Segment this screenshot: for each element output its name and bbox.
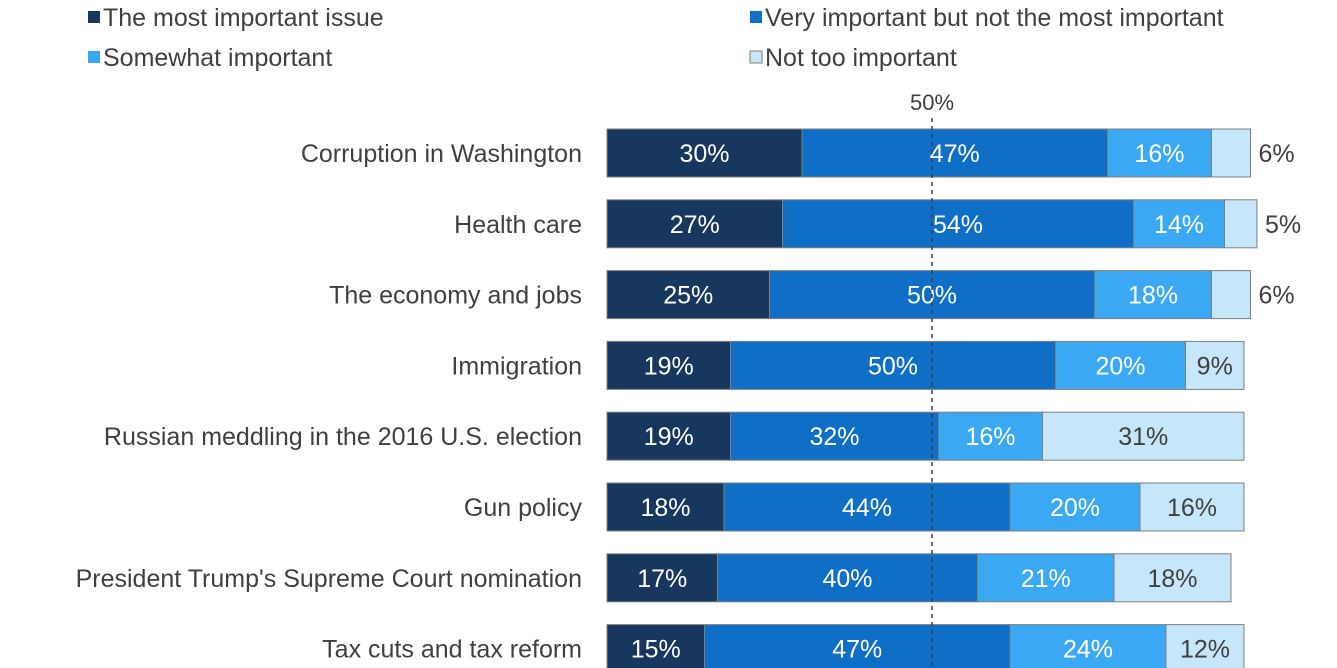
value-label: 50% (868, 352, 918, 380)
bar-segment-the-most-important-issue (606, 199, 783, 249)
legend-swatch (749, 50, 763, 64)
reference-line-group: 50% (910, 90, 954, 668)
value-label: 47% (832, 636, 882, 664)
bar-segment-the-most-important-issue (606, 270, 770, 320)
value-label: 18% (640, 494, 690, 522)
category-label: Tax cuts and tax reform (322, 636, 582, 664)
bar-segment-the-most-important-issue (606, 553, 718, 603)
category-label: Corruption in Washington (301, 140, 582, 168)
category-labels: Corruption in Washington Health care The e… (76, 140, 583, 664)
value-label: 14% (1154, 211, 1204, 239)
value-label: 24% (1063, 636, 1113, 664)
bar-row-president-trump-s-supreme-court-nomination (606, 553, 1232, 603)
reference-line-label: 50% (910, 90, 954, 115)
bar-segment-somewhat-important (938, 411, 1043, 461)
bar-segment-very-important-but-not-the-most-important (782, 199, 1134, 249)
bar-segment-the-most-important-issue (606, 482, 725, 532)
value-label: 6% (1259, 282, 1295, 310)
bar-segment-not-too-important (1185, 340, 1245, 390)
legend: The most important issue Very important b… (88, 4, 1224, 72)
value-label: 31% (1118, 423, 1168, 451)
bar-segment-somewhat-important (1009, 482, 1141, 532)
value-label: 20% (1095, 352, 1145, 380)
bar-segment-not-too-important (1211, 270, 1251, 320)
bar-segment-not-too-important (1139, 482, 1245, 532)
legend-label: Not too important (765, 44, 957, 72)
bar-segment-very-important-but-not-the-most-important (723, 482, 1011, 532)
value-label: 18% (1128, 282, 1178, 310)
value-label: 5% (1265, 211, 1301, 239)
value-label: 25% (663, 282, 713, 310)
legend-item-the-most-important-issue: The most important issue (88, 4, 384, 32)
category-label: Immigration (451, 352, 582, 380)
legend-swatch (88, 11, 100, 23)
bar-segment-the-most-important-issue (606, 340, 731, 390)
value-label: 32% (809, 423, 859, 451)
legend-label: The most important issue (103, 4, 384, 32)
bar-row-health-care (606, 199, 1258, 249)
bar-row-tax-cuts-and-tax-reform (606, 624, 1245, 668)
bars (606, 128, 1258, 668)
value-label: 18% (1147, 565, 1197, 593)
value-label: 30% (679, 140, 729, 168)
bar-segment-very-important-but-not-the-most-important (730, 411, 939, 461)
bar-segment-somewhat-important (1009, 624, 1167, 668)
value-label: 20% (1050, 494, 1100, 522)
value-label: 47% (930, 140, 980, 168)
value-labels: 30% 47% 16% 6%27% 54% 14% 5%25% 50% 18% 6%19% 50% 2… (631, 140, 1301, 664)
category-label: President Trump's Supreme Court nominati… (76, 565, 582, 593)
bar-row-corruption-in-washington (606, 128, 1251, 178)
bar-segment-somewhat-important (1107, 128, 1212, 178)
legend-label: Very important but not the most importan… (765, 4, 1224, 32)
bar-row-russian-meddling-in-the-2016-u-s-election (606, 411, 1245, 461)
value-label: 27% (670, 211, 720, 239)
value-label: 16% (1134, 140, 1184, 168)
bar-segment-the-most-important-issue (606, 411, 731, 461)
bar-segment-very-important-but-not-the-most-important (704, 624, 1011, 668)
value-label: 19% (644, 423, 694, 451)
category-label: Russian meddling in the 2016 U.S. electi… (104, 423, 582, 451)
bar-segment-very-important-but-not-the-most-important (730, 340, 1056, 390)
value-label: 6% (1259, 140, 1295, 168)
value-label: 21% (1021, 565, 1071, 593)
bar-segment-somewhat-important (1133, 199, 1225, 249)
legend-item-somewhat-important: Somewhat important (88, 44, 332, 72)
category-label: The economy and jobs (329, 282, 582, 310)
bar-row-immigration (606, 340, 1245, 390)
bar-segment-the-most-important-issue (606, 624, 705, 668)
legend-swatch (88, 51, 100, 63)
bar-row-gun-policy (606, 482, 1245, 532)
value-label: 15% (631, 636, 681, 664)
value-label: 17% (637, 565, 687, 593)
bar-segment-the-most-important-issue (606, 128, 803, 178)
bar-segment-very-important-but-not-the-most-important (801, 128, 1108, 178)
value-label: 19% (644, 352, 694, 380)
category-label: Health care (454, 211, 582, 239)
bar-segment-not-too-important (1165, 624, 1245, 668)
value-label: 16% (965, 423, 1015, 451)
value-label: 44% (842, 494, 892, 522)
value-label: 40% (822, 565, 872, 593)
value-label: 12% (1180, 636, 1230, 664)
legend-swatch (750, 11, 762, 23)
bar-segment-not-too-important (1042, 411, 1245, 461)
legend-item-very-important-but-not-the-most-important: Very important but not the most importan… (750, 4, 1224, 32)
bar-segment-not-too-important (1224, 199, 1258, 249)
value-label: 9% (1197, 352, 1233, 380)
legend-label: Somewhat important (103, 44, 332, 72)
bar-segment-somewhat-important (977, 553, 1115, 603)
bar-segment-not-too-important (1113, 553, 1232, 603)
legend-item-not-too-important: Not too important (749, 44, 957, 72)
bar-segment-not-too-important (1211, 128, 1251, 178)
value-label: 16% (1167, 494, 1217, 522)
category-label: Gun policy (464, 494, 583, 522)
value-label: 54% (933, 211, 983, 239)
